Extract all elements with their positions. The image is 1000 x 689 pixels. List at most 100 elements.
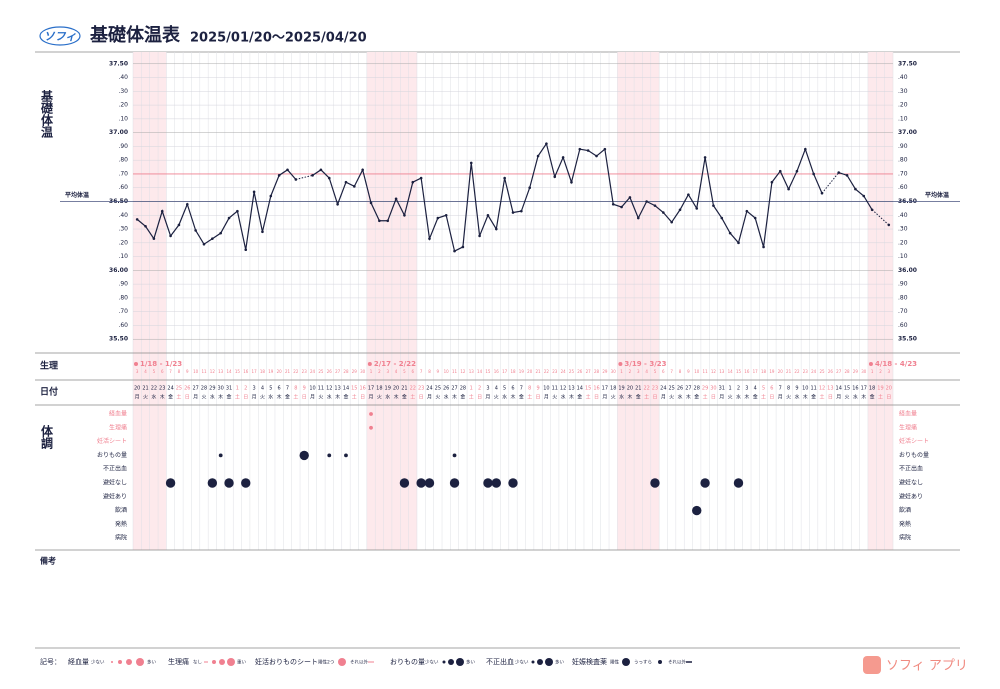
legend-symbol <box>111 661 113 663</box>
temperature-point <box>695 207 699 210</box>
cycle-day: 2 <box>378 369 381 374</box>
temperature-point <box>570 180 573 184</box>
condition-mark <box>483 478 493 488</box>
y2-tick-label: .60 <box>898 184 908 191</box>
condition-mark <box>165 478 176 488</box>
weekday-label: 日 <box>477 395 482 401</box>
cycle-day: 18 <box>761 369 767 374</box>
weekday-label: 木 <box>452 394 457 401</box>
period-label: 1/18 - 1/23 <box>140 360 182 368</box>
y-tick-label: .60 <box>118 322 128 329</box>
section-label: 備考 <box>40 556 56 566</box>
condition-mark <box>207 478 218 488</box>
temperature-point <box>311 174 314 177</box>
cycle-day: 22 <box>293 369 299 374</box>
cycle-day: 7 <box>169 369 172 374</box>
y-tick-label: 35.50 <box>109 336 128 343</box>
y-tick-label: 37.50 <box>109 60 128 67</box>
condition-label: 不正出血 <box>899 465 923 473</box>
cycle-day: 9 <box>687 369 690 374</box>
temperature-point <box>778 169 782 173</box>
temperature-point <box>211 237 214 240</box>
weekday-label: 日 <box>711 395 716 401</box>
weekday-label: 日 <box>652 395 657 401</box>
x-tick-label: 13 <box>568 386 574 392</box>
condition-label: 経血量 <box>899 410 917 418</box>
condition-label: 避妊あり <box>103 492 127 500</box>
y-tick-label: 37.00 <box>109 129 128 136</box>
legend-symbol <box>531 660 535 664</box>
cycle-day: 10 <box>444 369 450 374</box>
section-label: 体調 <box>40 424 54 450</box>
x-tick-label: 7 <box>520 386 523 392</box>
section-label: 日付 <box>40 386 58 398</box>
temperature-point <box>386 219 390 223</box>
average-label: 平均体温 <box>925 191 949 199</box>
cycle-day: 14 <box>226 369 232 374</box>
temperature-point <box>478 234 481 238</box>
weekday-label: 土 <box>469 394 474 401</box>
y-tick-label: .70 <box>118 308 128 315</box>
weekday-label: 月 <box>427 395 432 401</box>
weekday-label: 日 <box>536 395 541 401</box>
weekday-label: 金 <box>577 394 582 401</box>
temperature-point <box>812 172 815 176</box>
x-tick-label: 31 <box>719 386 725 392</box>
weekday-label: 火 <box>318 395 323 401</box>
cycle-day: 3 <box>386 369 389 374</box>
temperature-point <box>419 176 423 180</box>
temperature-point <box>261 230 264 234</box>
x-tick-label: 20 <box>134 386 140 392</box>
x-tick-label: 25 <box>176 386 182 392</box>
condition-label: 避妊あり <box>899 492 923 500</box>
temperature-point <box>887 223 891 227</box>
cycle-day: 4 <box>395 369 398 374</box>
y-tick-label: .10 <box>118 253 128 260</box>
x-tick-label: 4 <box>754 386 757 392</box>
y-tick-label: .70 <box>118 170 128 177</box>
gap-connector <box>295 174 313 180</box>
cycle-day: 6 <box>412 369 415 374</box>
cycle-day: 24 <box>310 369 316 374</box>
temperature-point <box>620 205 623 209</box>
cycle-day: 22 <box>544 369 550 374</box>
x-tick-label: 9 <box>795 386 798 392</box>
weekday-label: 日 <box>302 395 307 401</box>
cycle-day: 17 <box>753 369 759 374</box>
weekday-label: 木 <box>627 394 632 401</box>
weekday-label: 水 <box>561 394 566 401</box>
weekday-label: 日 <box>419 395 424 401</box>
x-tick-label: 12 <box>560 386 566 392</box>
legend-symbol <box>622 658 630 666</box>
cycle-day: 28 <box>343 369 349 374</box>
temperature-point <box>327 176 331 180</box>
legend-symbol <box>658 660 662 664</box>
temperature-point <box>678 208 682 212</box>
condition-mark <box>224 478 234 488</box>
cycle-day: 27 <box>335 369 341 374</box>
temperature-point <box>135 218 139 221</box>
cycle-day: 23 <box>302 369 308 374</box>
y-tick-label: .30 <box>118 226 128 233</box>
cycle-day: 20 <box>527 369 533 374</box>
cycle-day: 13 <box>218 369 224 374</box>
x-tick-label: 10 <box>802 386 808 392</box>
x-tick-label: 29 <box>702 386 708 392</box>
temperature-point <box>545 142 548 145</box>
cycle-day: 18 <box>510 369 516 374</box>
cycle-day: 27 <box>586 369 592 374</box>
y2-tick-label: 36.00 <box>898 267 917 274</box>
x-tick-label: 6 <box>770 386 773 392</box>
temperature-point <box>277 174 281 177</box>
cycle-day: 29 <box>853 369 859 374</box>
weekday-label: 土 <box>293 394 298 401</box>
cycle-day: 14 <box>477 369 483 374</box>
temperature-point <box>578 147 582 151</box>
x-tick-label: 26 <box>184 386 190 392</box>
temperature-point <box>486 213 490 217</box>
cycle-day: 21 <box>536 369 542 374</box>
y-tick-label: .90 <box>118 143 128 150</box>
weekday-label: 木 <box>744 394 749 401</box>
cycle-day: 16 <box>744 369 750 374</box>
temperature-point <box>662 211 665 214</box>
